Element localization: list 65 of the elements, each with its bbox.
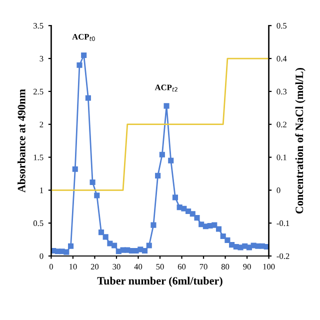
- y-tick-label: 2: [40, 122, 44, 128]
- point: [198, 222, 204, 228]
- point: [172, 194, 178, 200]
- point: [186, 208, 192, 214]
- y2-tick-label: 0.2: [276, 122, 286, 128]
- x-tick-label: 90: [243, 264, 251, 270]
- annotation: ACP$_{t2}$: [154, 84, 178, 92]
- x-tick-label: 70: [200, 264, 208, 270]
- y-tick-label: 3: [40, 56, 44, 62]
- y2-tick-label: -0.2: [276, 253, 290, 260]
- y-tick-label: 2.5: [34, 88, 44, 94]
- point: [150, 222, 156, 228]
- y-tick-label: 0: [40, 253, 44, 259]
- point: [155, 172, 161, 178]
- y-tick-label: 1: [40, 188, 44, 194]
- point: [168, 158, 174, 164]
- point: [164, 103, 170, 109]
- y2-axis-title: Concentration of NaCl (mol/L): [295, 68, 306, 214]
- y2-tick-label: 0: [276, 188, 280, 194]
- point: [112, 242, 118, 248]
- y2-tick-label: -0.1: [276, 220, 290, 226]
- point: [85, 95, 91, 101]
- point: [142, 248, 148, 254]
- point: [102, 234, 108, 240]
- x-tick-label: 50: [156, 264, 164, 270]
- point: [212, 222, 218, 228]
- point: [181, 206, 187, 212]
- point: [220, 233, 226, 240]
- point: [138, 246, 144, 252]
- point: [98, 230, 104, 236]
- x-tick-label: 0: [49, 264, 53, 270]
- y2-tick-label: 0.4: [276, 56, 287, 62]
- point: [94, 192, 100, 198]
- y2-tick-label: 0.1: [276, 154, 286, 160]
- x-axis-title: Tuber number (6ml/tuber): [97, 276, 222, 287]
- point: [159, 152, 165, 158]
- x-tick-label: 100: [263, 264, 275, 270]
- y2-tick-label: 0.3: [276, 88, 287, 94]
- annotation: ACP$_{t0}$: [72, 34, 95, 41]
- y-axis-title: Absorbance at 490nm: [18, 89, 26, 193]
- x-tick-label: 60: [178, 264, 186, 270]
- point: [194, 215, 200, 221]
- x-tick-label: 10: [70, 264, 77, 270]
- point: [68, 243, 74, 249]
- point: [190, 211, 196, 217]
- point: [238, 244, 244, 250]
- point: [229, 242, 235, 248]
- point: [246, 244, 252, 250]
- point: [216, 226, 222, 232]
- y-tick-label: 3.5: [34, 22, 44, 29]
- point: [107, 240, 113, 246]
- x-tick-label: 40: [134, 264, 142, 270]
- x-tick-label: 80: [221, 264, 230, 270]
- point: [72, 166, 78, 172]
- x-tick-label: 30: [112, 264, 120, 270]
- point: [146, 242, 152, 248]
- point: [90, 179, 96, 186]
- point: [224, 237, 230, 243]
- point: [64, 249, 70, 255]
- point: [81, 52, 87, 58]
- x-tick-label: 20: [90, 264, 99, 270]
- point: [76, 62, 82, 68]
- y-tick-label: 1.5: [34, 154, 44, 160]
- y2-tick-label: 0.5: [276, 22, 287, 29]
- y-tick-label: 0.5: [33, 220, 44, 226]
